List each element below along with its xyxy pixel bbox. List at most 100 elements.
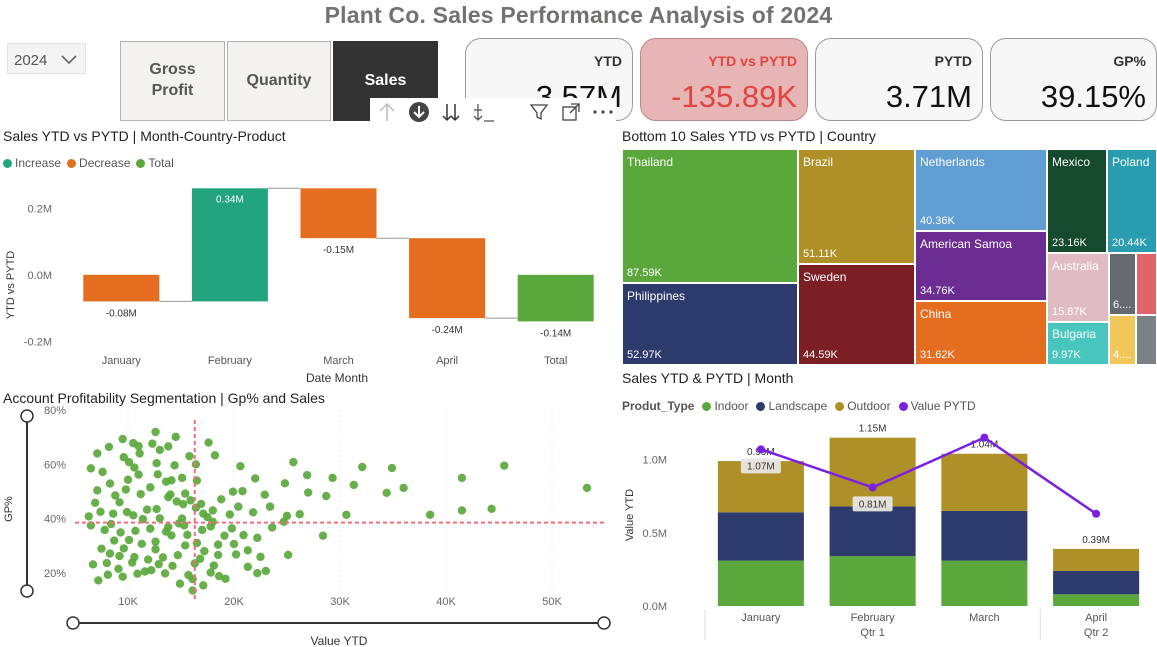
scatter-point[interactable] [295, 510, 304, 519]
scatter-point[interactable] [239, 530, 248, 540]
treemap-cell-small-1[interactable]: 6.... [1109, 253, 1136, 315]
stacked-segment[interactable] [829, 556, 916, 606]
pytd-marker[interactable] [868, 483, 877, 492]
scatter-point[interactable] [98, 467, 107, 477]
pytd-marker[interactable] [980, 433, 989, 442]
scatter-point[interactable] [119, 544, 128, 553]
scatter-point[interactable] [115, 498, 124, 507]
pytd-marker[interactable] [756, 445, 765, 454]
scatter-point[interactable] [111, 491, 120, 500]
value-slider-handle-max[interactable] [597, 616, 611, 630]
scatter-point[interactable] [200, 546, 209, 556]
scatter-point[interactable] [86, 521, 96, 530]
treemap-cell-australia[interactable]: Australia 15.87K [1047, 253, 1109, 322]
year-dropdown[interactable]: 2024 [7, 43, 86, 74]
scatter-point[interactable] [114, 564, 123, 573]
waterfall-bar[interactable] [300, 188, 377, 239]
scatter-point[interactable] [134, 441, 143, 451]
scatter-point[interactable] [183, 530, 192, 540]
scatter-point[interactable] [105, 549, 115, 558]
scatter-point[interactable] [248, 508, 258, 517]
scatter-point[interactable] [228, 487, 238, 496]
scatter-point[interactable] [229, 539, 239, 549]
scatter-point[interactable] [342, 510, 351, 519]
quantity-button[interactable]: Quantity [227, 41, 331, 121]
scatter-point[interactable] [170, 461, 179, 470]
scatter-point[interactable] [102, 558, 112, 568]
legend-item-outdoor[interactable]: Outdoor [835, 399, 891, 413]
scatter-point[interactable] [206, 522, 215, 531]
scatter-point[interactable] [220, 531, 229, 540]
waterfall-bar[interactable] [409, 238, 486, 319]
more-options-icon[interactable] [590, 99, 616, 125]
scatter-point[interactable] [227, 524, 237, 533]
scatter-point[interactable] [166, 490, 175, 499]
scatter-point[interactable] [177, 473, 187, 483]
scatter-point[interactable] [115, 551, 124, 561]
scatter-point[interactable] [253, 533, 262, 543]
scatter-point[interactable] [500, 461, 509, 470]
legend-item-increase[interactable]: Increase [3, 156, 61, 170]
focus-mode-icon[interactable] [558, 99, 584, 125]
scatter-point[interactable] [128, 558, 137, 567]
legend-item-value-pytd[interactable]: Value PYTD [898, 399, 976, 413]
scatter-point[interactable] [172, 497, 181, 506]
treemap-cell-american-samoa[interactable]: American Samoa 34.76K [915, 231, 1047, 301]
scatter-point[interactable] [154, 559, 163, 569]
scatter-point[interactable] [105, 479, 115, 488]
waterfall-bar[interactable] [83, 274, 160, 302]
scatter-point[interactable] [199, 581, 208, 590]
scatter-point[interactable] [84, 512, 93, 521]
scatter-point[interactable] [251, 474, 260, 483]
scatter-point[interactable] [148, 439, 157, 448]
scatter-point[interactable] [181, 489, 190, 498]
legend-item-decrease[interactable]: Decrease [67, 156, 130, 170]
stacked-segment[interactable] [717, 512, 804, 561]
scatter-point[interactable] [171, 432, 180, 442]
scatter-point[interactable] [582, 483, 592, 493]
scatter-point[interactable] [130, 463, 139, 472]
scatter-point[interactable] [108, 509, 118, 518]
scatter-point[interactable] [322, 491, 331, 501]
treemap-cell-bulgaria[interactable]: Bulgaria 9.97K [1047, 322, 1109, 365]
scatter-point[interactable] [152, 459, 161, 468]
scatter-point[interactable] [243, 562, 252, 572]
treemap-cell-poland[interactable]: Poland 20.44K [1107, 149, 1157, 253]
scatter-point[interactable] [279, 517, 289, 527]
scatter-point[interactable] [110, 536, 119, 545]
scatter-point[interactable] [153, 470, 162, 479]
scatter-point[interactable] [234, 502, 243, 511]
filter-icon[interactable] [526, 99, 552, 125]
scatter-point[interactable] [261, 566, 270, 576]
scatter-point[interactable] [267, 523, 277, 532]
scatter-point[interactable] [265, 502, 275, 511]
scatter-point[interactable] [238, 486, 247, 496]
scatter-point[interactable] [213, 550, 223, 560]
scatter-point[interactable] [178, 499, 188, 509]
scatter-point[interactable] [143, 555, 153, 564]
scatter-point[interactable] [134, 470, 143, 479]
scatter-point[interactable] [214, 571, 224, 581]
scatter-point[interactable] [168, 561, 177, 570]
scatter-point[interactable] [136, 489, 145, 499]
scatter-point[interactable] [328, 473, 337, 483]
scatter-point[interactable] [318, 531, 328, 540]
scatter-point[interactable] [147, 565, 156, 575]
scatter-point[interactable] [164, 442, 173, 451]
scatter-point[interactable] [118, 572, 127, 581]
scatter-point[interactable] [175, 579, 185, 588]
scatter-point[interactable] [382, 488, 391, 497]
drill-up-icon[interactable] [374, 99, 400, 125]
scatter-point[interactable] [231, 550, 241, 559]
pytd-marker[interactable] [1092, 509, 1101, 518]
scatter-point[interactable] [199, 509, 208, 518]
legend-item-landscape[interactable]: Landscape [756, 399, 827, 413]
stacked-segment[interactable] [941, 453, 1028, 511]
scatter-point[interactable] [225, 510, 234, 519]
scatter-point[interactable] [123, 475, 133, 484]
scatter-point[interactable] [124, 535, 134, 545]
scatter-point[interactable] [208, 506, 217, 515]
scatter-point[interactable] [195, 554, 205, 563]
scatter-point[interactable] [304, 488, 313, 497]
legend-item-total[interactable]: Total [136, 156, 174, 170]
